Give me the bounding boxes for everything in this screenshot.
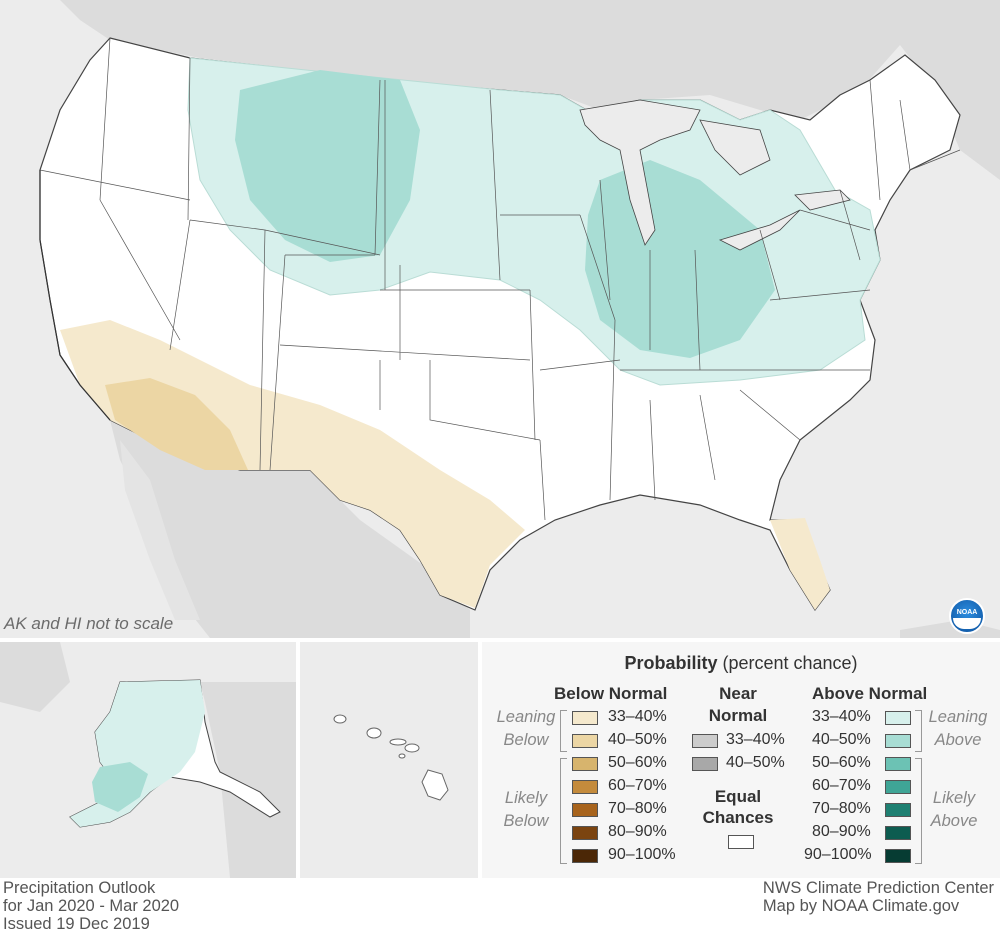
above-swatch-3 [885,780,911,794]
hawaii-map [333,714,449,801]
russia-land [0,642,70,712]
baja-land [120,440,200,620]
above-item-3: 60–70% [812,777,871,794]
above-swatch-1 [885,734,911,748]
leaning-above-label: Leaning Above [918,706,998,752]
likely-below-label: Likely Below [486,787,566,833]
footer-bg [0,878,1000,938]
near-swatch-0 [692,734,718,748]
near-swatch-1 [692,757,718,771]
leaning-below-label: Leaning Below [486,706,566,752]
below-item-6: 90–100% [608,846,676,863]
likely-above-bracket [915,758,922,864]
above-swatch-4 [885,803,911,817]
great-lakes [579,99,851,251]
equal-chances-swatch [728,835,754,849]
leaning-above-label-2: Above [934,731,982,749]
canada-land [60,0,1000,180]
footer-issued: Issued 19 Dec 2019 [3,915,150,933]
leaning-below-bracket [560,710,567,752]
equal-chances-label-1: Equal [714,787,762,806]
scale-note: AK and HI not to scale [4,614,174,633]
below-item-5: 80–90% [608,823,667,840]
divider-hi-legend [478,642,482,878]
footer-left: Precipitation Outlook for Jan 2020 - Mar… [3,879,179,933]
above-normal-header: Above Normal [812,684,928,703]
above-swatch-0 [885,711,911,725]
likely-above-label-2: Above [930,812,978,830]
footer-period: for Jan 2020 - Mar 2020 [3,897,180,915]
mexico-land [110,420,470,638]
below-item-3: 60–70% [608,777,667,794]
near-item-0: 33–40% [726,731,785,748]
legend-title: Probability (percent chance) [482,653,1000,674]
noaa-logo: NOAA [949,598,985,634]
below-item-2: 50–60% [608,754,667,771]
near-normal-header-1: Near [719,684,757,703]
hawaii-panel [300,642,478,878]
alaska-above-40-50 [92,762,148,812]
above-item-5: 80–90% [812,823,871,840]
alaska-above-leaning [70,680,205,827]
above-swatch-6 [885,849,911,863]
conus-map [39,0,1000,638]
below-swatch-6 [572,849,598,863]
above-40-50-north [235,70,420,262]
above-swatch-2 [885,757,911,771]
state-borders [39,37,961,521]
likely-above-label: Likely Above [918,787,990,833]
leaning-above-bracket [915,710,922,752]
divider-ak-hi [296,642,300,878]
leaning-below-label-1: Leaning [496,708,556,726]
below-swatch-0 [572,711,598,725]
above-item-2: 50–60% [812,754,871,771]
legend-title-bold: Probability [624,653,718,673]
below-swatch-2 [572,757,598,771]
conus-map-panel: AK and HI not to scale NOAA [4,0,1000,638]
below-swatch-1 [572,734,598,748]
below-item-4: 70–80% [608,800,667,817]
coastline [39,170,111,421]
equal-chances-label-2: Chances [702,808,774,827]
likely-below-label-2: Below [503,812,549,830]
likely-above-label-1: Likely [932,789,976,807]
below-40-50-southwest [105,378,248,470]
below-item-0: 33–40% [608,708,667,725]
above-item-0: 33–40% [812,708,871,725]
footer-credit: Map by NOAA Climate.gov [762,897,960,915]
likely-below-bracket [560,758,567,864]
above-item-6: 90–100% [804,846,872,863]
below-item-1: 40–50% [608,731,667,748]
above-item-4: 70–80% [812,800,871,817]
divider-horizontal [0,638,1000,642]
likely-below-label-1: Likely [504,789,548,807]
above-40-50-ohio [585,160,775,358]
footer-title: Precipitation Outlook [3,879,156,897]
footer-source: NWS Climate Prediction Center [762,879,994,897]
legend-title-rest: (percent chance) [722,653,858,673]
above-swatch-5 [885,826,911,840]
alaska-panel [0,642,296,878]
leaning-above-label-1: Leaning [928,708,988,726]
footer-right: NWS Climate Prediction Center Map by NOA… [763,879,994,915]
below-swatch-5 [572,826,598,840]
below-swatch-3 [572,780,598,794]
below-leaning-florida [770,518,830,610]
leaning-below-label-2: Below [503,731,549,749]
alaska-map [0,642,296,878]
legend-panel: Probability (percent chance) Below Norma… [482,642,1000,878]
near-normal-header-2: Normal [708,706,768,725]
near-item-1: 40–50% [726,754,785,771]
noaa-logo-text: NOAA [956,609,978,616]
below-swatch-4 [572,803,598,817]
above-item-1: 40–50% [812,731,871,748]
canada-west-land [200,682,296,878]
below-normal-header: Below Normal [554,684,668,703]
hawaii-islands [333,714,449,801]
